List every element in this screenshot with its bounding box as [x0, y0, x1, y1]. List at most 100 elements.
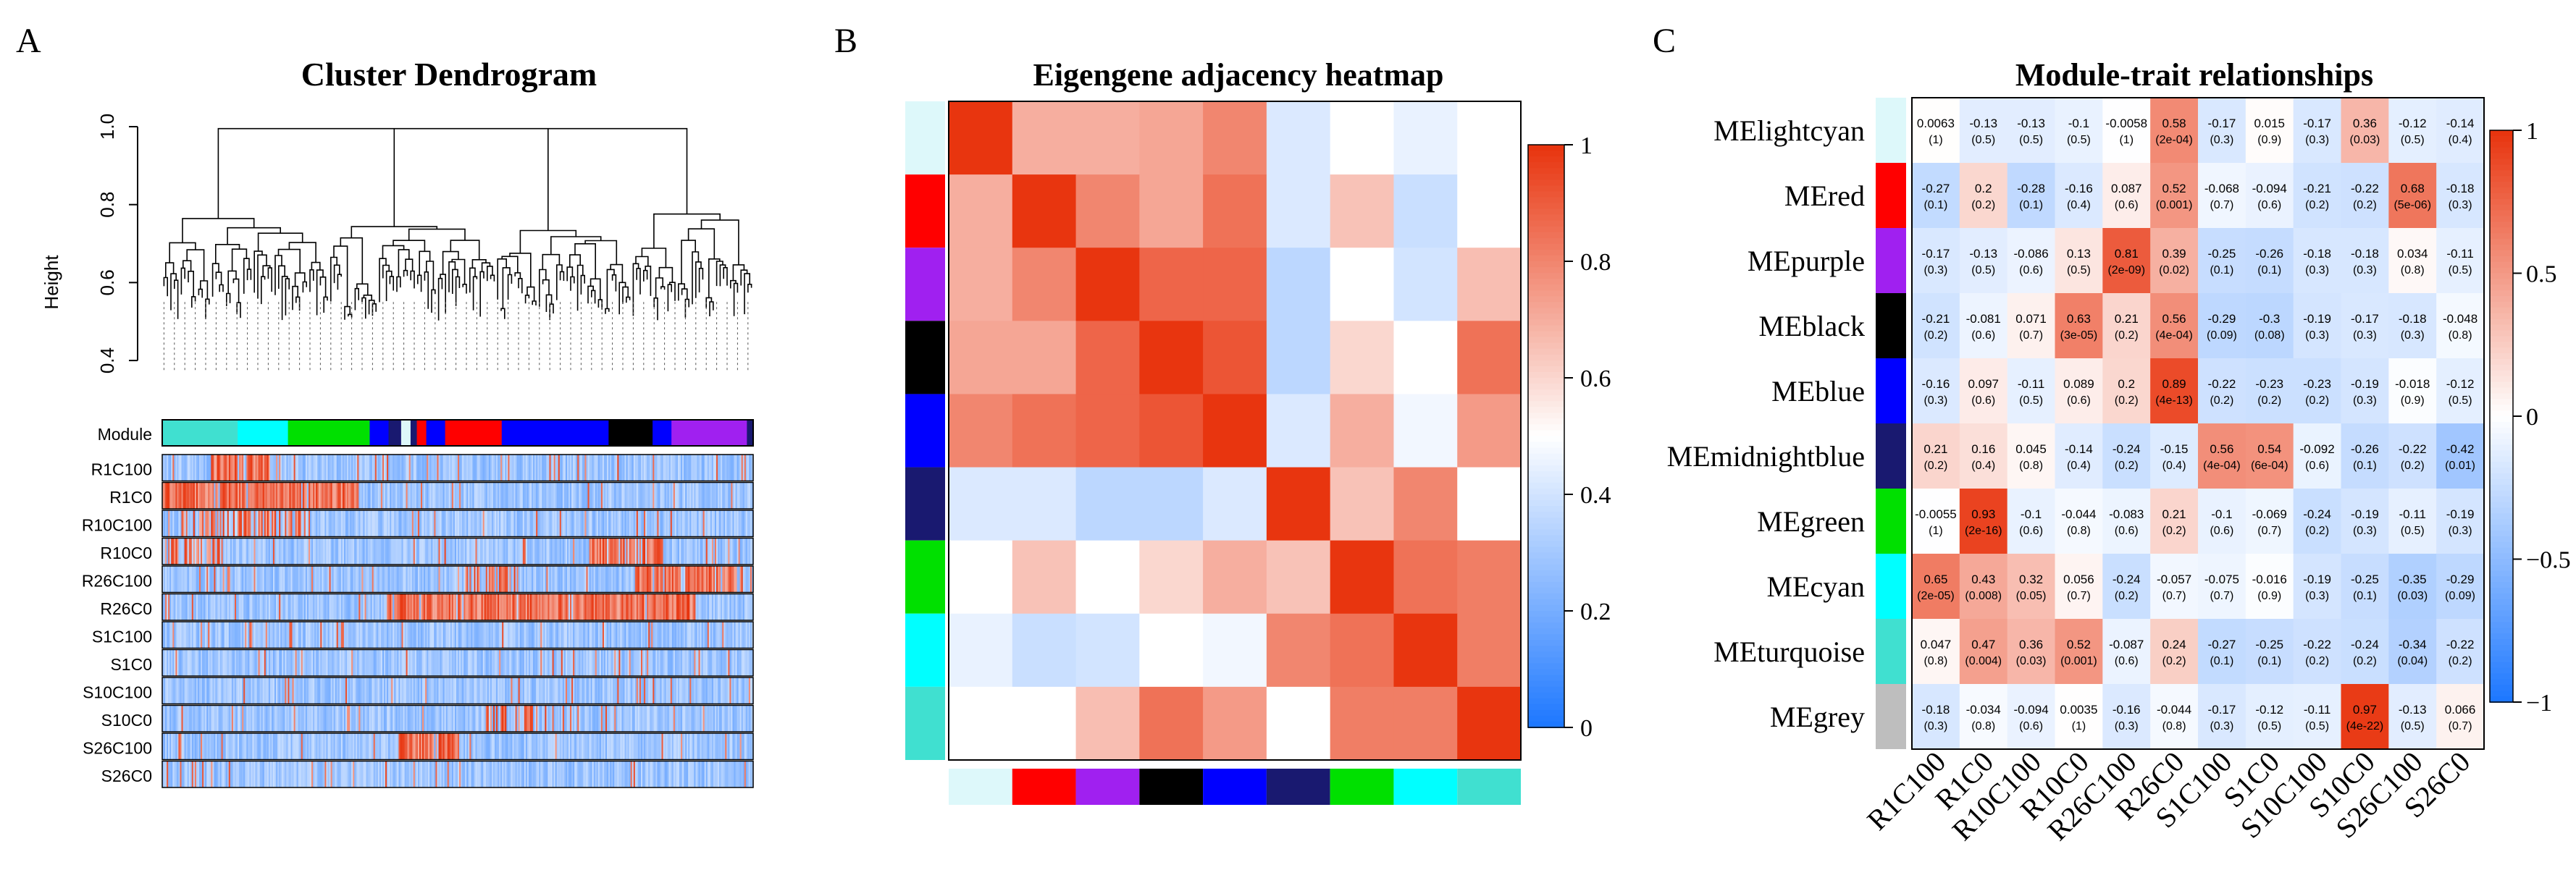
trait-strip-cell [747, 733, 750, 760]
trait-strip-cell [493, 622, 495, 649]
trait-strip-cell [201, 538, 203, 565]
trait-strip-cell [518, 482, 521, 509]
trait-strip-cell [546, 761, 548, 787]
trait-strip-cell [380, 455, 383, 481]
trait-strip-cell [225, 649, 228, 676]
trait-strip-cell [641, 761, 643, 787]
trait-strip-cell [634, 622, 637, 649]
trait-strip-cell [641, 566, 643, 593]
trait-strip-cell [190, 622, 193, 649]
trait-strip-cell [345, 594, 348, 620]
trait-strip-cell [406, 677, 408, 704]
trait-strip-cell [218, 566, 221, 593]
trait-strip-cell [253, 733, 256, 760]
trait-strip-cell [240, 566, 243, 593]
trait-strip-cell [293, 510, 296, 537]
trait-strip-cell [427, 594, 429, 620]
trait-strip-cell [668, 733, 671, 760]
trait-strip-cell [242, 566, 244, 593]
trait-strip-cell [224, 538, 227, 565]
trait-strip-cell [553, 733, 556, 760]
trait-strip-cell [306, 761, 309, 787]
trait-strip-cell [539, 649, 541, 676]
trait-strip-cell [221, 482, 224, 509]
trait-strip-cell [255, 622, 258, 649]
trait-strip-cell [394, 510, 396, 537]
trait-strip-cell [734, 455, 737, 481]
trait-strip-cell [196, 649, 198, 676]
trait-strip-cell [320, 538, 322, 565]
trait-strip-cell [403, 733, 406, 760]
trait-strip-cell [634, 705, 637, 732]
trait-strip-cell [251, 510, 253, 537]
trait-strip-cell [583, 761, 585, 787]
trait-strip-cell [279, 455, 281, 481]
trait-strip-cell [744, 455, 747, 481]
trait-strip-cell [576, 622, 578, 649]
trait-strip-cell [292, 622, 295, 649]
trait-strip-cell [543, 733, 545, 760]
trait-strip-cell [251, 566, 253, 593]
trait-strip-cell [174, 733, 176, 760]
trait-strip-cell [165, 510, 167, 537]
trait-strip-cell [579, 455, 581, 481]
trait-strip-cell [309, 455, 311, 481]
trait-strip-cell [499, 705, 501, 732]
trait-strip-cell [276, 705, 278, 732]
trait-strip-cell [555, 705, 558, 732]
trait-strip-cell [708, 538, 711, 565]
trait-strip-cell [664, 566, 667, 593]
trait-strip-cell [288, 482, 290, 509]
trait-strip-cell [462, 761, 464, 787]
trait-strip-cell [586, 677, 589, 704]
trait-strip-cell [729, 510, 731, 537]
trait-strip-cell [357, 649, 359, 676]
trait-strip-cell [269, 538, 272, 565]
trait-strip-cell [394, 622, 396, 649]
trait-strip-cell [682, 538, 684, 565]
trait-strip-cell [290, 761, 293, 787]
trait-strip-cell [487, 733, 490, 760]
adjacency-cell-black-red [1012, 321, 1077, 394]
trait-strip-cell [314, 538, 316, 565]
trait-strip-cell [429, 649, 432, 676]
trait-strip-cell [654, 649, 656, 676]
trait-strip-cell [530, 649, 532, 676]
trait-strip-cell [316, 761, 318, 787]
trait-strip-cell [516, 482, 519, 509]
trait-strip-cell [528, 622, 531, 649]
trait-strip-cell [274, 677, 277, 704]
trait-strip-cell [429, 761, 432, 787]
trait-strip-cell [511, 761, 513, 787]
trait-strip-cell [262, 510, 265, 537]
trait-strip-cell [664, 677, 667, 704]
trait-strip-cell [243, 455, 246, 481]
trait-strip-cell [273, 594, 275, 620]
trait-strip-cell [332, 594, 335, 620]
trait-strip-cell [595, 538, 597, 565]
trait-strip-cell [289, 677, 291, 704]
trait-strip-cell [264, 510, 267, 537]
trait-strip-cell [641, 594, 643, 620]
trait-strip-cell [745, 622, 748, 649]
trait-strip-cell [382, 538, 385, 565]
trait-strip-cell [731, 538, 733, 565]
trait-strip-cell [214, 677, 216, 704]
trait-strip-cell [506, 649, 508, 676]
trait-strip-cell [356, 761, 358, 787]
panel-b-title: Eigengene adjacency heatmap [1033, 57, 1443, 93]
trait-strip-cell [245, 733, 247, 760]
trait-strip-cell [372, 649, 374, 676]
trait-strip-cell [243, 482, 246, 509]
trait-strip-cell [463, 733, 466, 760]
trait-strip-cell [623, 594, 626, 620]
trait-strip-cell [515, 733, 518, 760]
trait-strip-cell [552, 482, 555, 509]
trait-strip-cell [301, 594, 303, 620]
trait-strip-cell [190, 649, 193, 676]
trait-strip-cell [322, 482, 324, 509]
trait-strip-cell [509, 705, 511, 732]
trait-strip-cell [505, 538, 507, 565]
trait-strip-cell [586, 761, 589, 787]
trait-strip-cell [393, 482, 395, 509]
